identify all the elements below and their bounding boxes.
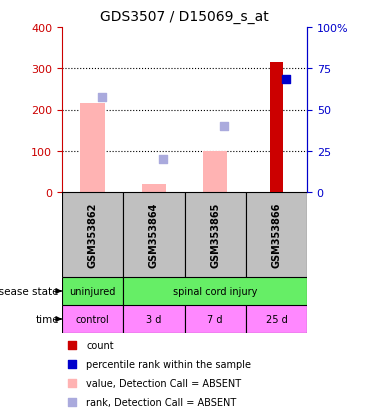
Text: spinal cord injury: spinal cord injury xyxy=(173,286,257,296)
Bar xyxy=(185,192,246,277)
Text: count: count xyxy=(87,341,114,351)
Bar xyxy=(203,152,227,192)
Text: disease state: disease state xyxy=(0,286,59,296)
Text: control: control xyxy=(76,314,109,324)
Text: percentile rank within the sample: percentile rank within the sample xyxy=(87,359,252,369)
Point xyxy=(69,361,75,368)
Bar xyxy=(270,63,283,192)
Bar xyxy=(123,277,307,305)
Bar xyxy=(123,305,185,333)
Bar xyxy=(246,305,307,333)
Point xyxy=(99,95,105,101)
Text: uninjured: uninjured xyxy=(70,286,116,296)
Bar xyxy=(62,305,123,333)
Bar xyxy=(246,192,307,277)
Bar xyxy=(142,184,166,192)
Text: rank, Detection Call = ABSENT: rank, Detection Call = ABSENT xyxy=(87,396,237,407)
Text: 25 d: 25 d xyxy=(266,314,287,324)
Text: GSM353865: GSM353865 xyxy=(210,202,220,268)
Point xyxy=(282,76,288,83)
Point xyxy=(221,123,227,130)
Text: GSM353862: GSM353862 xyxy=(88,202,98,268)
Bar xyxy=(185,305,246,333)
Point xyxy=(69,342,75,349)
Point xyxy=(69,380,75,386)
Title: GDS3507 / D15069_s_at: GDS3507 / D15069_s_at xyxy=(100,10,269,24)
Bar xyxy=(81,104,105,192)
Text: GSM353866: GSM353866 xyxy=(271,202,281,268)
Point xyxy=(69,399,75,405)
Bar xyxy=(123,192,185,277)
Text: value, Detection Call = ABSENT: value, Detection Call = ABSENT xyxy=(87,378,242,388)
Text: 3 d: 3 d xyxy=(146,314,162,324)
Text: time: time xyxy=(35,314,59,324)
Point xyxy=(160,156,166,163)
Text: 7 d: 7 d xyxy=(207,314,223,324)
Bar xyxy=(62,277,123,305)
Bar xyxy=(62,192,123,277)
Text: GSM353864: GSM353864 xyxy=(149,202,159,268)
